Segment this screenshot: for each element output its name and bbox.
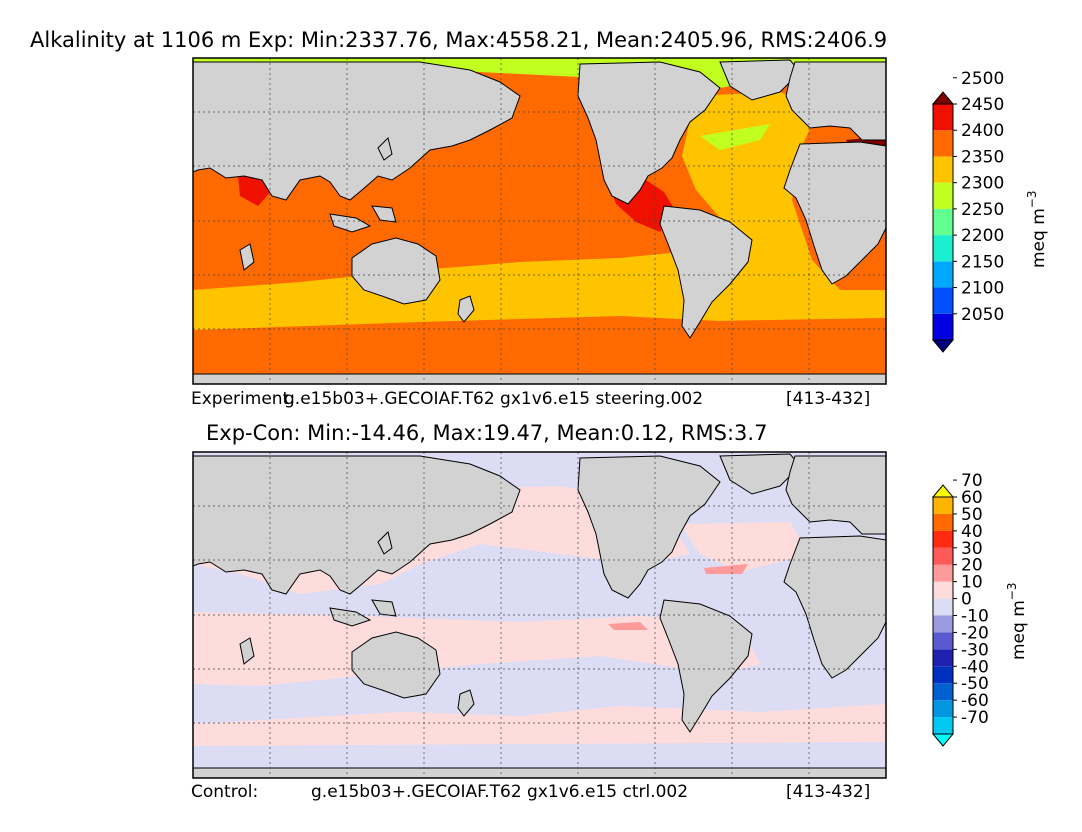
top-colorbar-tick-label: 2200 bbox=[961, 226, 1004, 246]
bottom-colorbar-bin bbox=[933, 700, 953, 718]
top-colorbar-outline bbox=[932, 103, 954, 341]
top-map-title: Alkalinity at 1106 m Exp: Min:2337.76, M… bbox=[30, 28, 888, 52]
top-colorbar-bin bbox=[933, 130, 953, 157]
top-footer-left: Experiment: bbox=[191, 389, 295, 409]
top-map bbox=[193, 58, 886, 384]
bottom-colorbar-bin bbox=[933, 717, 953, 734]
bottom-colorbar-tick-label: -70 bbox=[961, 708, 989, 728]
bottom-map-region-atlantic-patch bbox=[704, 564, 748, 574]
bottom-colorbar-tick-label: 20 bbox=[961, 556, 983, 576]
bottom-colorbar-tick-label: -20 bbox=[961, 623, 989, 643]
top-colorbar-tick-label: 2350 bbox=[961, 147, 1004, 167]
top-footer-right: [413-432] bbox=[786, 389, 871, 409]
bottom-colorbar-tick-label: 60 bbox=[961, 488, 983, 508]
top-colorbar-tick-label: 2250 bbox=[961, 200, 1004, 220]
bottom-colorbar-tick-label: 10 bbox=[961, 573, 983, 593]
top-map-region-southern-band bbox=[193, 316, 886, 374]
bottom-colorbar-tick-label: 40 bbox=[961, 522, 983, 542]
top-colorbar-tick-label: 2050 bbox=[961, 305, 1004, 325]
top-colorbar-bin bbox=[933, 235, 953, 262]
top-colorbar-bin bbox=[933, 156, 953, 183]
top-map-region-labrador bbox=[700, 124, 770, 150]
bottom-colorbar-bin bbox=[933, 497, 953, 514]
top-colorbar-tick-label: 2100 bbox=[961, 279, 1004, 299]
bottom-colorbar-tick-label: -50 bbox=[961, 674, 989, 694]
bottom-colorbar-bin bbox=[933, 564, 953, 582]
bottom-colorbar-tick-label: -30 bbox=[961, 640, 989, 660]
top-colorbar-tick-label: 2300 bbox=[961, 174, 1004, 194]
top-colorbar-unit-label: meq m−3 bbox=[1025, 191, 1049, 268]
bottom-colorbar-bin bbox=[933, 513, 953, 531]
bottom-colorbar-tick-label: -40 bbox=[961, 657, 989, 677]
bottom-colorbar-tick-label: -10 bbox=[961, 607, 989, 627]
top-colorbar: 2050 2100 2150 2200 2250 2300 2350 2400 2450 2500 bbox=[931, 69, 1004, 353]
bottom-colorbar-bin bbox=[933, 683, 953, 701]
bottom-map-title: Exp-Con: Min:-14.46, Max:19.47, Mean:0.1… bbox=[206, 421, 768, 445]
bottom-colorbar-tick-label: 30 bbox=[961, 539, 983, 559]
bottom-footer-right: [413-432] bbox=[786, 782, 871, 802]
top-colorbar-bin bbox=[933, 104, 953, 131]
bottom-map-frame bbox=[192, 451, 887, 779]
bottom-map-region-north-atlantic bbox=[680, 522, 810, 572]
bottom-colorbar-tick-label: 70 bbox=[961, 471, 983, 491]
top-colorbar-bin bbox=[933, 313, 953, 340]
bottom-colorbar-bin bbox=[933, 598, 953, 616]
bottom-colorbar-bin bbox=[933, 581, 953, 599]
bottom-map-region-pacific-patch bbox=[608, 622, 648, 630]
bottom-colorbar-bin bbox=[933, 615, 953, 633]
bottom-colorbar-tick-label: 0 bbox=[961, 590, 972, 610]
top-map-frame bbox=[192, 57, 887, 385]
top-colorbar-bin bbox=[933, 182, 953, 209]
bottom-colorbar-bin bbox=[933, 666, 953, 684]
bottom-map bbox=[193, 452, 886, 778]
top-colorbar-bin bbox=[933, 287, 953, 314]
top-colorbar-bin bbox=[933, 261, 953, 288]
bottom-colorbar-bin bbox=[933, 632, 953, 650]
bottom-colorbar-tick-label: -60 bbox=[961, 691, 989, 711]
top-map-gridlines bbox=[193, 58, 886, 384]
bottom-colorbar-bin bbox=[933, 649, 953, 667]
top-colorbar-tick-label: 2150 bbox=[961, 252, 1004, 272]
top-colorbar-tick-label: 2400 bbox=[961, 121, 1004, 141]
bottom-colorbar-extend-min bbox=[931, 733, 955, 747]
top-colorbar-bin bbox=[933, 208, 953, 236]
top-footer-center: g.e15b03+.GECOIAF.T62 gx1v6.e15 steering… bbox=[284, 389, 704, 409]
bottom-map-region-southern-band bbox=[193, 704, 886, 746]
bottom-colorbar-bin bbox=[933, 547, 953, 565]
bottom-footer-center: g.e15b03+.GECOIAF.T62 gx1v6.e15 ctrl.002 bbox=[311, 782, 689, 802]
bottom-colorbar-tick-label: 50 bbox=[961, 505, 983, 525]
top-colorbar-extend-max bbox=[931, 91, 955, 105]
bottom-colorbar-unit-label: meq m−3 bbox=[1005, 583, 1029, 660]
top-colorbar-extend-min bbox=[931, 339, 955, 353]
bottom-colorbar-extend-max bbox=[931, 484, 955, 498]
top-colorbar-tick-label: 2450 bbox=[961, 95, 1004, 115]
bottom-map-gridlines bbox=[193, 452, 886, 778]
top-colorbar-tick-label: 2500 bbox=[961, 69, 1004, 89]
bottom-map-region-tropical-band bbox=[193, 612, 760, 686]
bottom-colorbar-bin bbox=[933, 530, 953, 548]
bottom-footer-left: Control: bbox=[191, 782, 259, 802]
